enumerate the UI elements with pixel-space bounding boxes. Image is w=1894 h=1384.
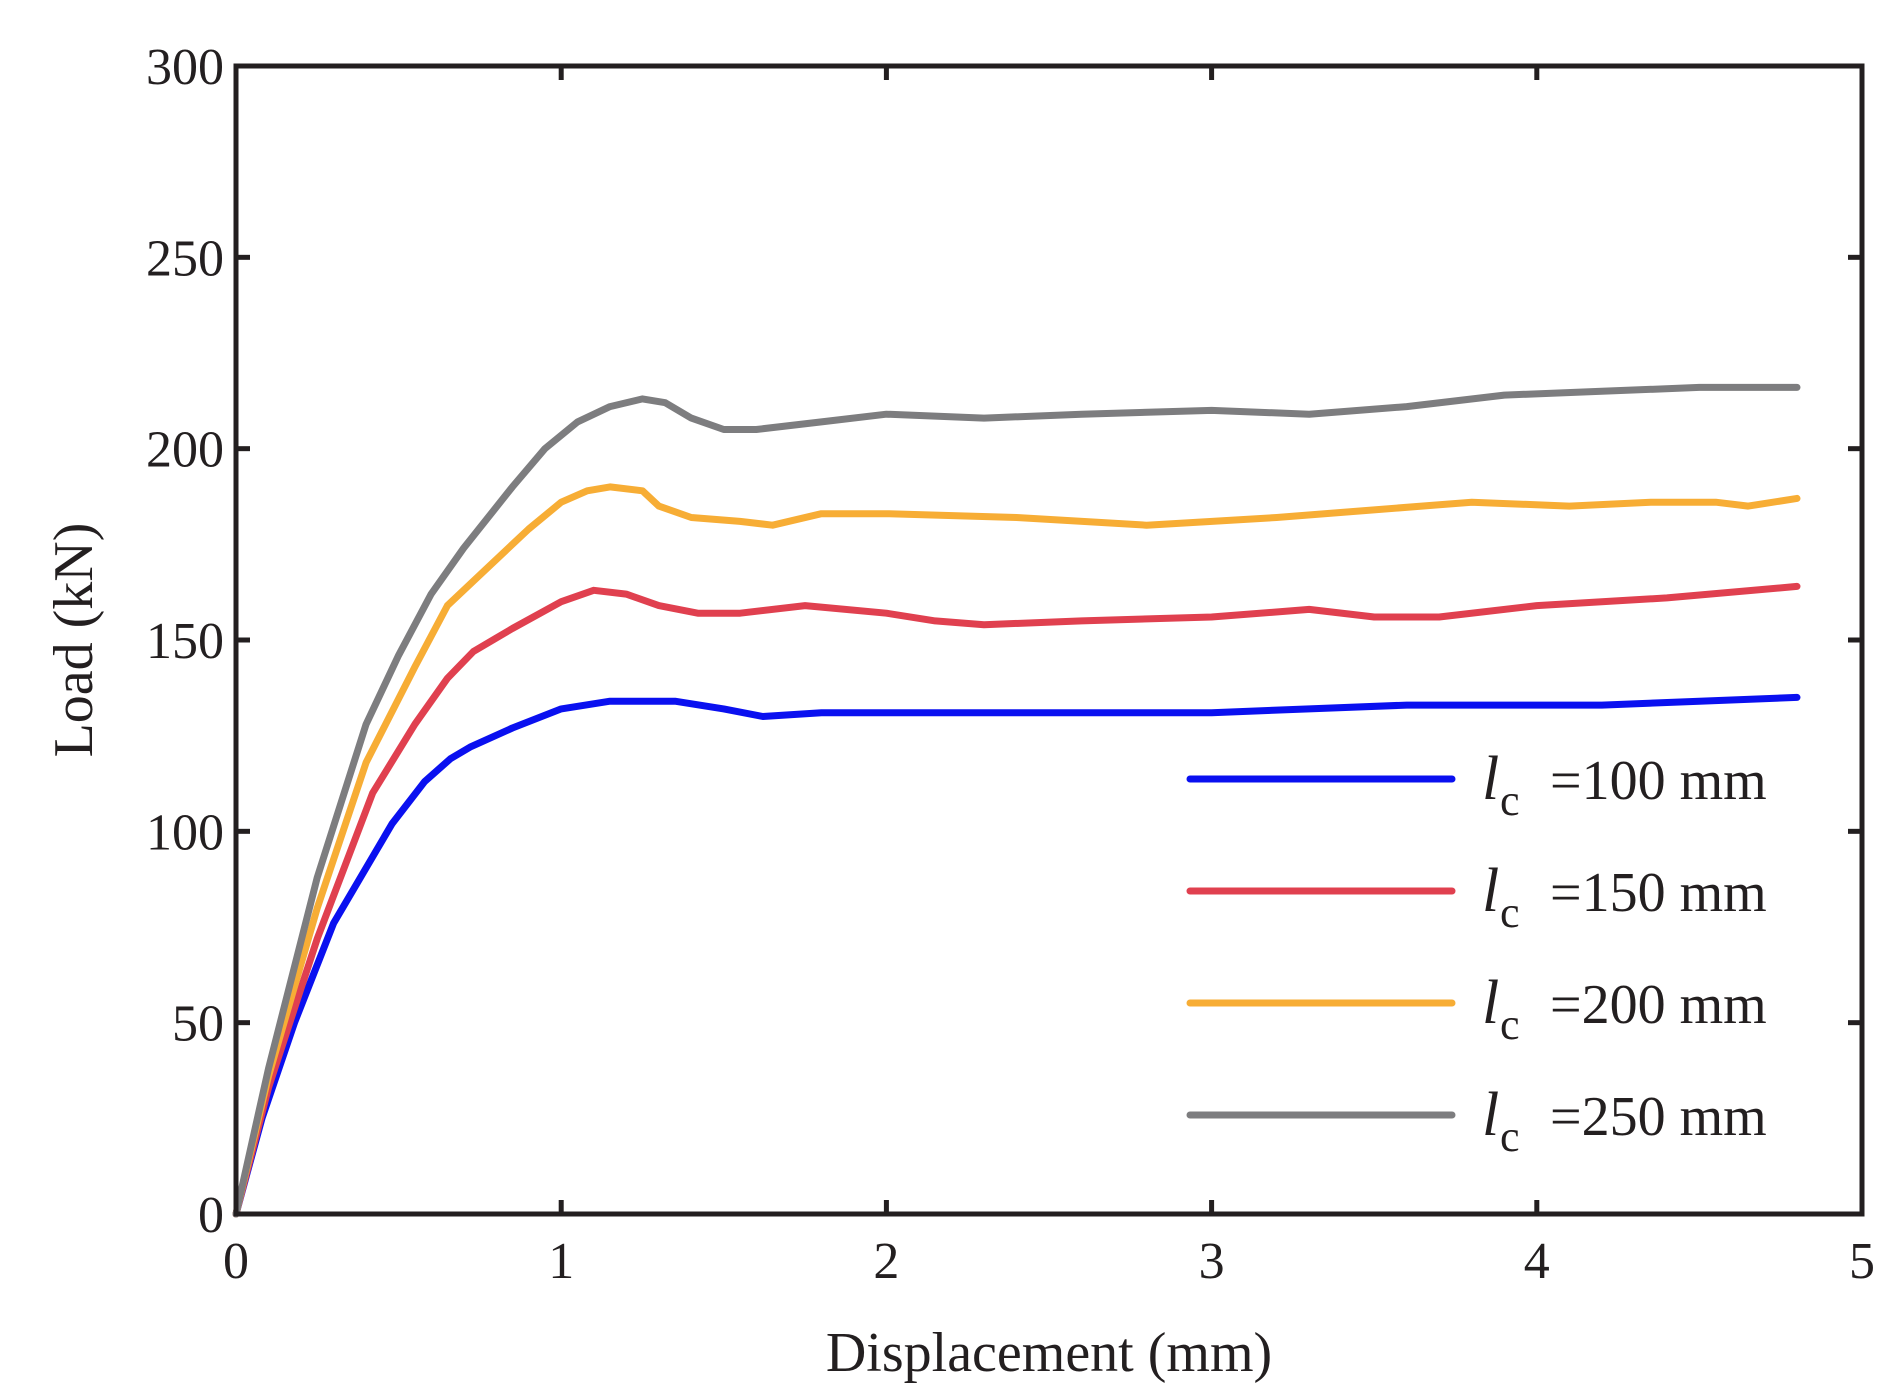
x-tick-label: 2 <box>873 1233 899 1290</box>
x-tick-label: 0 <box>223 1233 249 1290</box>
legend-label-2: =200 mm <box>1550 974 1767 1036</box>
plot-layer <box>232 383 1801 1218</box>
x-tick-label: 1 <box>548 1233 574 1290</box>
y-tick-label: 100 <box>146 804 224 861</box>
y-tick-label: 250 <box>146 230 224 287</box>
legend-label-3: =250 mm <box>1550 1086 1767 1148</box>
legend-symbol: l <box>1482 745 1499 813</box>
legend-symbol: l <box>1482 1081 1499 1149</box>
legend-subscript: c <box>1500 1112 1520 1161</box>
series-line-3 <box>232 383 1801 1218</box>
x-tick-label: 4 <box>1524 1233 1550 1290</box>
y-tick-label: 300 <box>146 39 224 96</box>
x-tick-label: 3 <box>1199 1233 1225 1290</box>
legend-label-0: =100 mm <box>1550 750 1767 812</box>
legend-subscript: c <box>1500 776 1520 825</box>
series-line-0 <box>232 693 1801 1218</box>
legend-subscript: c <box>1500 1000 1520 1049</box>
legend-symbol: l <box>1482 969 1499 1037</box>
series-line-1 <box>232 582 1801 1218</box>
y-tick-label: 150 <box>146 613 224 670</box>
y-tick-label: 200 <box>146 422 224 479</box>
y-tick-label: 50 <box>172 996 224 1053</box>
plot-frame <box>233 63 1865 1217</box>
y-axis-title: Load (kN) <box>43 523 105 758</box>
legend: l c =100 mml c =150 mml c =200 mml c =250 mm <box>1186 745 1767 1161</box>
y-tick-label: 0 <box>198 1187 224 1244</box>
legend-label-1: =150 mm <box>1550 862 1767 924</box>
series-line-2 <box>232 483 1801 1218</box>
x-tick-label: 5 <box>1849 1233 1875 1290</box>
legend-subscript: c <box>1500 888 1520 937</box>
x-axis-title: Displacement (mm) <box>826 1322 1272 1384</box>
legend-symbol: l <box>1482 857 1499 925</box>
